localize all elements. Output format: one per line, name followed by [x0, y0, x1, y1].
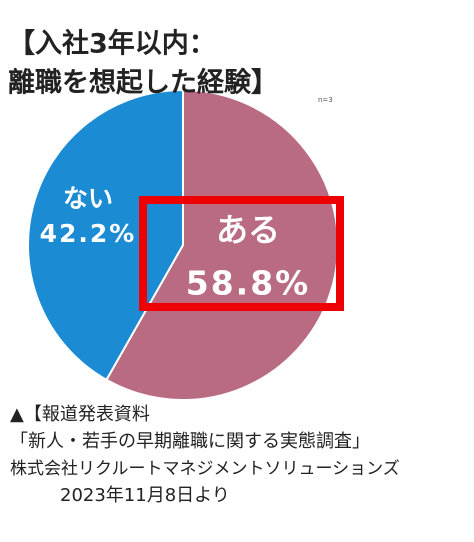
value-label: 58.8% — [186, 264, 311, 303]
source-line: 2023年11月8日より — [60, 485, 230, 506]
chart-title: 離職を想起した経験】 — [8, 67, 278, 99]
value-label: 42.2% — [40, 219, 137, 248]
note: n=3 — [318, 96, 333, 104]
source-line: ▲【報道発表資料 — [10, 404, 150, 425]
slice-label: ある — [216, 211, 280, 249]
highlight-box — [139, 196, 344, 311]
slice-label: ない — [63, 184, 113, 213]
chart-title: 【入社3年以内： — [8, 28, 216, 60]
source-line: 株式会社リクルートマネジメントソリューションズ — [10, 459, 400, 479]
source-line: 「新人・若手の早期離職に関する実態調査」 — [10, 431, 370, 452]
pie-slice — [105, 88, 339, 401]
